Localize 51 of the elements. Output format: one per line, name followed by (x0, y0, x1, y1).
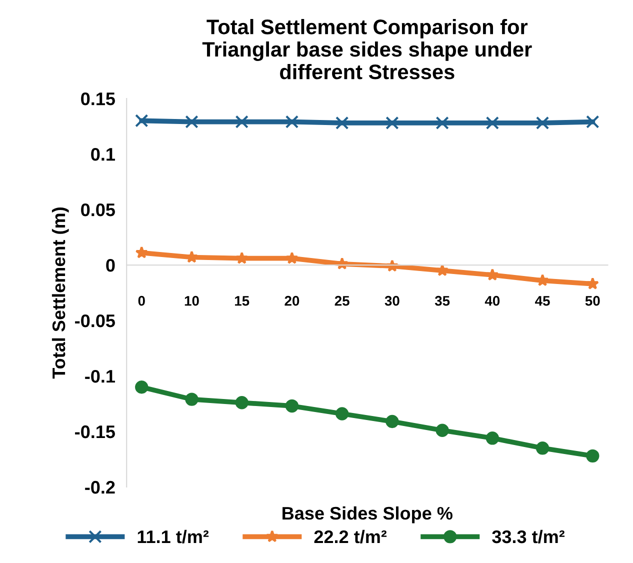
point (135, 114, 148, 128)
point (185, 115, 198, 128)
x-tick-label: 45 (535, 296, 550, 306)
x-tick-label: 35 (434, 296, 450, 306)
x-axis-title: Base Sides Slope % (282, 506, 452, 524)
point (536, 442, 550, 455)
y-tick-label: -0.15 (75, 425, 115, 438)
point (586, 449, 600, 463)
y-tick-label: -0.2 (85, 480, 115, 494)
point (586, 115, 600, 128)
x-tick-label: 10 (184, 296, 199, 306)
point (135, 246, 148, 258)
chart-title: Total Settlement Comparison for Trianglar base sides shape under different Stresses (202, 19, 532, 80)
x-tick-label: 25 (334, 296, 350, 306)
point (436, 116, 449, 130)
legend-label: 22.2 t/m² (314, 530, 387, 544)
point (335, 407, 349, 420)
point (536, 116, 550, 130)
x-tick-label: 20 (284, 296, 300, 306)
x-tick-label: 50 (585, 296, 600, 306)
y-tick-label: 0.15 (81, 92, 115, 106)
point (235, 115, 248, 128)
point (335, 116, 349, 130)
point (386, 414, 399, 428)
legend-label: 11.1 t/m² (138, 530, 209, 544)
point (236, 252, 248, 264)
point (185, 392, 198, 406)
point (436, 424, 449, 437)
point (285, 115, 299, 128)
point (436, 264, 449, 276)
x-tick-label: 40 (484, 296, 500, 306)
point (285, 399, 299, 413)
point (235, 396, 248, 410)
point (586, 277, 599, 290)
y-tick-label: 0 (106, 258, 115, 272)
point (386, 116, 399, 130)
point (536, 274, 549, 286)
point (135, 380, 148, 394)
y-tick-label: 0.05 (81, 203, 115, 216)
point (286, 252, 298, 264)
point (486, 116, 500, 130)
point (486, 432, 500, 445)
x-tick-label: 15 (235, 296, 250, 306)
y-tick-label: -0.05 (75, 314, 115, 328)
y-tick-label: -0.1 (85, 370, 115, 383)
y-tick-label: 0.1 (91, 148, 115, 161)
point (486, 268, 499, 281)
x-tick-label: 30 (384, 296, 400, 306)
y-axis-title: Total Settlement (m) (52, 208, 69, 379)
legend-label: 33.3 t/m² (492, 530, 565, 544)
x-tick-label: 0 (138, 296, 145, 306)
